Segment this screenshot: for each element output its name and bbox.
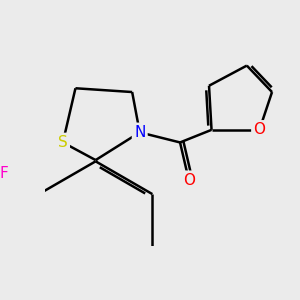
Text: S: S xyxy=(58,135,68,150)
Text: F: F xyxy=(0,167,8,182)
Text: O: O xyxy=(183,173,195,188)
Text: O: O xyxy=(254,122,266,137)
Text: N: N xyxy=(134,125,146,140)
